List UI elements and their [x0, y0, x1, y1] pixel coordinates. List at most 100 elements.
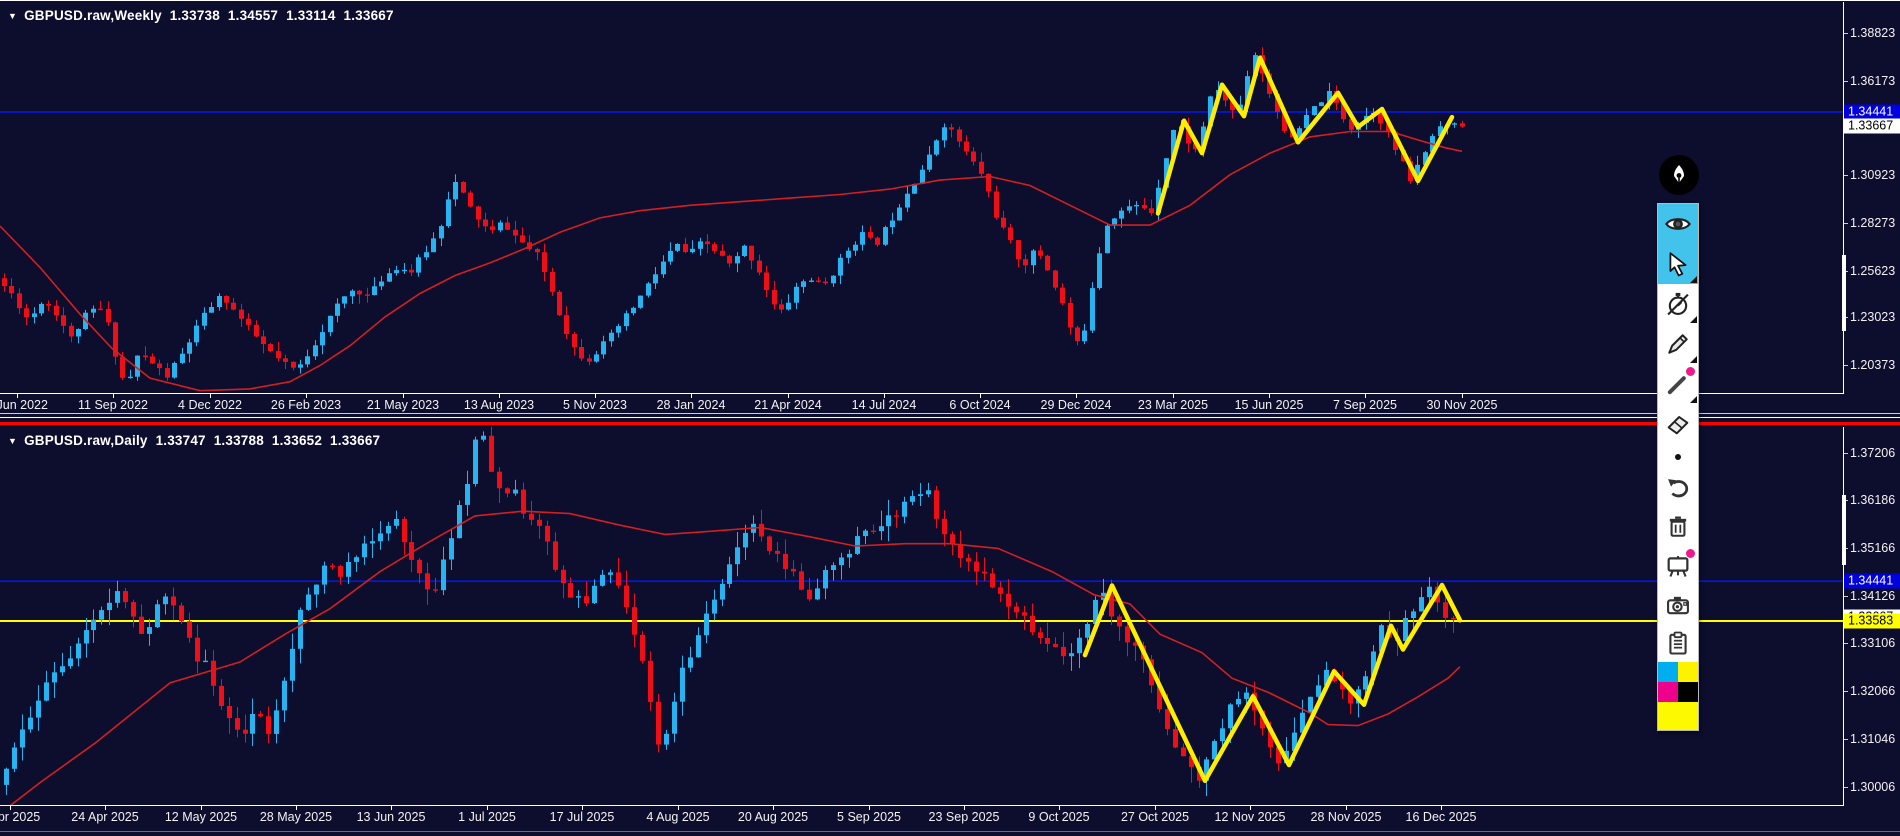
undo-icon — [1664, 475, 1692, 503]
color-swatch-3[interactable] — [1678, 682, 1698, 702]
price-tick-dash — [1844, 787, 1848, 788]
plot-bottom-border — [0, 805, 1844, 806]
open-value: 1.33747 — [156, 433, 206, 448]
eraser-tool[interactable] — [1658, 404, 1698, 444]
date-axis-label: 4 Aug 2025 — [646, 810, 709, 824]
price-tick-dash — [1844, 453, 1848, 454]
date-axis-label: 30 Nov 2025 — [1427, 398, 1498, 412]
date-axis-label: 5 Sep 2025 — [837, 810, 901, 824]
price-axis-label: 1.33106 — [1850, 636, 1895, 650]
color-swatches[interactable] — [1658, 662, 1698, 702]
blue-level-tag: 1.34441 — [1844, 574, 1900, 589]
cursor-tool[interactable] — [1658, 244, 1698, 284]
scale-scroll-marker[interactable] — [1842, 495, 1846, 565]
daily-candlestick-plot[interactable] — [0, 427, 1843, 805]
date-axis-label: 9 Oct 2025 — [1028, 810, 1089, 824]
close-value: 1.33667 — [344, 8, 394, 23]
color-swatch-1[interactable] — [1678, 662, 1698, 682]
collapse-arrow-icon[interactable]: ▼ — [8, 11, 17, 21]
symbol-period-label: GBPUSD.raw,Daily — [24, 433, 148, 448]
price-tick-dash — [1844, 643, 1848, 644]
price-axis-label: 1.36186 — [1850, 493, 1895, 507]
window-splitter[interactable] — [0, 413, 1900, 414]
high-value: 1.34557 — [228, 8, 278, 23]
mt4-terminal: ▼GBPUSD.raw,Weekly 1.33738 1.34557 1.331… — [0, 0, 1900, 836]
pink-badge — [1686, 367, 1695, 376]
undo-button[interactable] — [1658, 470, 1698, 508]
close-value: 1.33667 — [330, 433, 380, 448]
collapse-arrow-icon[interactable]: ▼ — [8, 436, 17, 446]
scale-scroll-marker[interactable] — [1842, 255, 1846, 331]
price-tick-dash — [1844, 33, 1848, 34]
date-axis-label: 12 Nov 2025 — [1215, 810, 1286, 824]
price-axis-label: 1.35166 — [1850, 541, 1895, 555]
price-axis-label: 1.32066 — [1850, 684, 1895, 698]
price-axis-label: 1.36173 — [1850, 74, 1895, 88]
date-axis-label: 14 Jul 2024 — [852, 398, 917, 412]
date-axis-label: 4 Dec 2022 — [178, 398, 242, 412]
submenu-corner — [1690, 396, 1697, 403]
pen-icon — [1664, 330, 1692, 358]
eye-tool[interactable] — [1658, 204, 1698, 244]
date-axis-label: 23 Mar 2025 — [1138, 398, 1208, 412]
date-axis-label: 23 Sep 2025 — [929, 810, 1000, 824]
color-swatch-0[interactable] — [1658, 662, 1678, 682]
price-tick-dash — [1844, 739, 1848, 740]
price-tick-dash — [1844, 175, 1848, 176]
annotation-toolbar — [1657, 155, 1699, 731]
date-axis-label: 29 Dec 2024 — [1041, 398, 1112, 412]
date-axis-label: 17 Jul 2025 — [550, 810, 615, 824]
price-tick-dash — [1844, 223, 1848, 224]
price-axis-label: 1.23023 — [1850, 310, 1895, 324]
pen-tool[interactable] — [1658, 324, 1698, 364]
date-axis-label: 13 Aug 2023 — [464, 398, 534, 412]
price-axis-label: 1.30006 — [1850, 780, 1895, 794]
color-swatch-2[interactable] — [1658, 682, 1678, 702]
trash-button[interactable] — [1658, 508, 1698, 546]
price-tick-dash — [1844, 691, 1848, 692]
date-axis-label: 21 Apr 2024 — [754, 398, 821, 412]
submenu-corner — [1690, 356, 1697, 363]
eraser-icon — [1664, 410, 1692, 438]
date-axis-label: 8 Apr 2025 — [0, 810, 40, 824]
price-tick-dash — [1844, 596, 1848, 597]
date-axis-label: 28 Jan 2024 — [657, 398, 726, 412]
price-axis-label: 1.31046 — [1850, 732, 1895, 746]
line-tool[interactable] — [1658, 364, 1698, 404]
daily-chart-title: ▼ GBPUSD.raw,Daily 1.33747 1.33788 1.3365… — [8, 433, 384, 448]
price-axis-label: 1.37206 — [1850, 446, 1895, 460]
date-axis-label: 13 Jun 2025 — [357, 810, 426, 824]
date-axis-label: 12 May 2025 — [165, 810, 237, 824]
window-splitter-highlight — [0, 417, 1900, 418]
cursor-icon — [1665, 251, 1691, 277]
whiteboard-tool[interactable] — [1658, 546, 1698, 586]
eye-icon — [1664, 210, 1692, 238]
pink-badge — [1686, 549, 1695, 558]
date-axis-label: 21 May 2023 — [367, 398, 439, 412]
clipboard-button[interactable] — [1658, 624, 1698, 662]
high-value: 1.33788 — [214, 433, 264, 448]
price-tick-dash — [1844, 365, 1848, 366]
pen-launcher-button[interactable] — [1659, 155, 1699, 195]
date-axis-label: 27 Oct 2025 — [1121, 810, 1189, 824]
weekly-candlestick-plot[interactable] — [0, 2, 1843, 393]
current-color[interactable] — [1658, 702, 1698, 730]
timer-disabled-tool[interactable] — [1658, 284, 1698, 324]
price-axis-label: 1.28273 — [1850, 216, 1895, 230]
submenu-corner — [1690, 276, 1697, 283]
symbol-period-label: GBPUSD.raw,Weekly — [24, 8, 162, 23]
date-axis-label: 26 Feb 2023 — [271, 398, 341, 412]
price-axis-label: 1.34126 — [1850, 589, 1895, 603]
low-value: 1.33652 — [272, 433, 322, 448]
price-scale-border — [1843, 2, 1844, 393]
weekly-chart-title: ▼GBPUSD.raw,Weekly 1.33738 1.34557 1.331… — [8, 8, 398, 23]
low-value: 1.33114 — [286, 8, 335, 23]
date-axis-label: 16 Dec 2025 — [1406, 810, 1477, 824]
size-dot[interactable] — [1658, 444, 1698, 470]
screenshot-button[interactable] — [1658, 586, 1698, 624]
blue-level-tag: 1.34441 — [1844, 105, 1900, 120]
fountain-pen-icon — [1667, 163, 1691, 187]
date-axis-label: 28 Nov 2025 — [1311, 810, 1382, 824]
bid-price-tag: 1.33667 — [1844, 119, 1900, 134]
date-axis-label: 11 Sep 2022 — [78, 398, 148, 412]
